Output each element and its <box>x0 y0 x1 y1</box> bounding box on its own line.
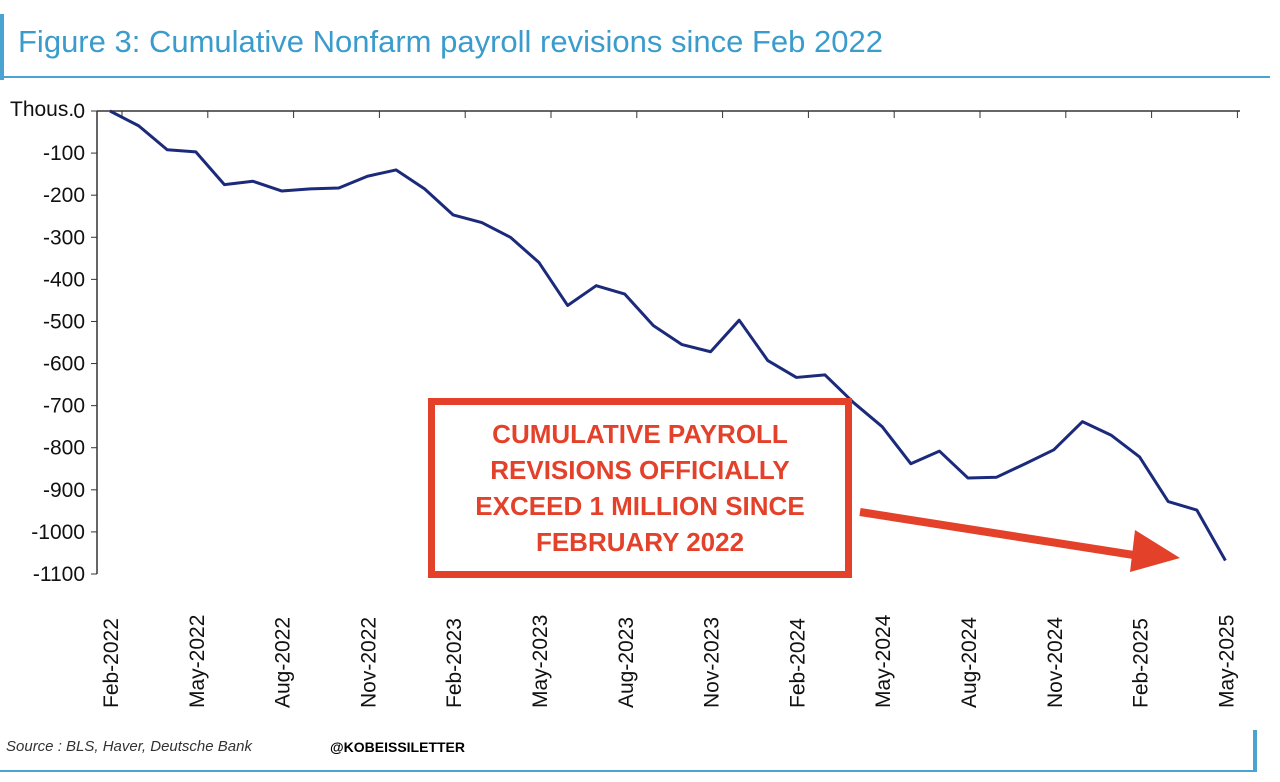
arrow-head <box>1130 530 1180 572</box>
x-tick-label: Aug-2023 <box>615 617 638 708</box>
y-tick-label: -1000 <box>31 521 85 544</box>
footer-rule <box>0 770 1255 772</box>
source-note: Source : BLS, Haver, Deutsche Bank <box>6 738 252 755</box>
x-tick-label: Aug-2022 <box>272 617 295 708</box>
x-tick-label: May-2025 <box>1215 615 1238 708</box>
y-tick-label: -600 <box>43 353 85 376</box>
x-tick-label: May-2024 <box>872 614 895 708</box>
line-chart: 0 -100 -200 -300 -400 -500 -600 -700 -800 -900 -10… <box>10 98 1240 708</box>
y-tick-label: -100 <box>43 142 85 165</box>
y-tick-label: -700 <box>43 395 85 418</box>
x-tick-label: Feb-2023 <box>443 618 466 708</box>
arrow-shaft <box>859 508 1141 560</box>
y-tick-label: -1100 <box>33 563 85 586</box>
x-tick-label: May-2022 <box>186 615 209 708</box>
callout-box: CUMULATIVE PAYROLL REVISIONS OFFICIALLY … <box>428 398 852 578</box>
title-accent-bar <box>0 14 4 80</box>
y-tick-label: -800 <box>43 437 85 460</box>
y-tick-label: -500 <box>43 310 85 333</box>
y-tick-label: -200 <box>43 184 85 207</box>
series-line <box>109 109 1227 562</box>
x-tick-label: Aug-2024 <box>958 617 981 708</box>
callout-text: CUMULATIVE PAYROLL REVISIONS OFFICIALLY … <box>475 419 805 557</box>
chart-title: Figure 3: Cumulative Nonfarm payroll rev… <box>18 24 883 59</box>
x-tick-label: Nov-2022 <box>357 617 380 708</box>
footer-accent-bar <box>1253 730 1257 772</box>
y-tick-label: -300 <box>43 226 85 249</box>
title-rule <box>0 76 1270 78</box>
x-tick-label: Nov-2023 <box>701 617 724 708</box>
x-tick-label: Feb-2025 <box>1130 618 1153 708</box>
x-tick-label: Feb-2024 <box>786 618 809 708</box>
y-tick-label: 0 <box>73 100 85 123</box>
x-tick-label: May-2023 <box>529 615 552 708</box>
watermark-handle: @KOBEISSILETTER <box>330 739 465 755</box>
x-tick-label: Nov-2024 <box>1044 617 1067 708</box>
y-axis-label: Thous. <box>10 98 74 121</box>
x-tick-label: Feb-2022 <box>100 618 123 708</box>
y-tick-label: -900 <box>43 479 85 502</box>
y-tick-label: -400 <box>43 268 85 291</box>
